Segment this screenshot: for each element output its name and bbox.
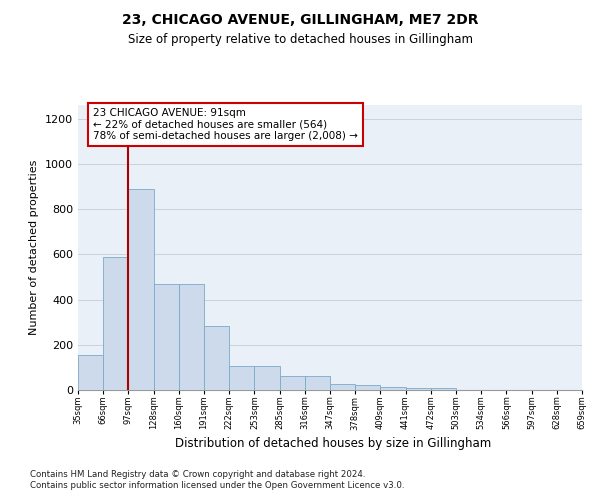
Bar: [305, 376, 330, 390]
Y-axis label: Number of detached properties: Number of detached properties: [29, 160, 40, 335]
Bar: [78, 355, 103, 390]
Bar: [280, 376, 305, 390]
Bar: [179, 284, 204, 390]
Bar: [103, 256, 128, 390]
Bar: [330, 384, 355, 390]
Bar: [406, 388, 431, 390]
Text: 23, CHICAGO AVENUE, GILLINGHAM, ME7 2DR: 23, CHICAGO AVENUE, GILLINGHAM, ME7 2DR: [122, 12, 478, 26]
Bar: [229, 366, 254, 390]
Bar: [431, 388, 456, 390]
Text: Contains HM Land Registry data © Crown copyright and database right 2024.: Contains HM Land Registry data © Crown c…: [30, 470, 365, 479]
Text: Contains public sector information licensed under the Open Government Licence v3: Contains public sector information licen…: [30, 481, 404, 490]
Text: Distribution of detached houses by size in Gillingham: Distribution of detached houses by size …: [175, 438, 491, 450]
Text: Size of property relative to detached houses in Gillingham: Size of property relative to detached ho…: [128, 32, 473, 46]
Bar: [204, 326, 229, 390]
Bar: [154, 284, 179, 390]
Text: 23 CHICAGO AVENUE: 91sqm
← 22% of detached houses are smaller (564)
78% of semi-: 23 CHICAGO AVENUE: 91sqm ← 22% of detach…: [93, 108, 358, 141]
Bar: [380, 386, 406, 390]
Bar: [254, 366, 280, 390]
Bar: [128, 188, 154, 390]
Bar: [355, 386, 380, 390]
